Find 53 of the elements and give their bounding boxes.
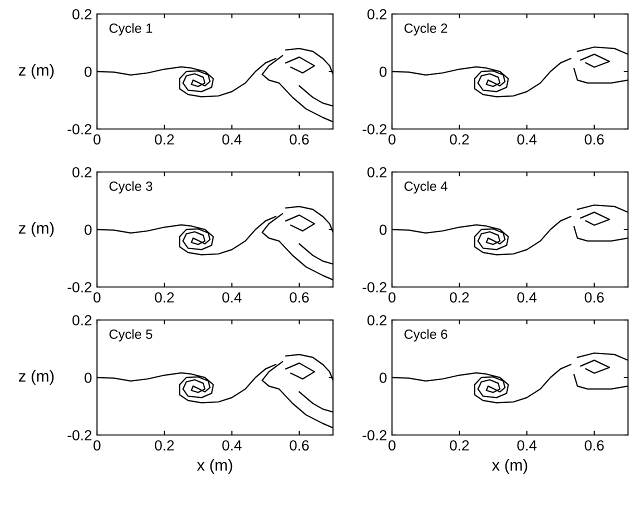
y-tick-label: -0.2 [68, 124, 92, 134]
y-tick-label: 0.2 [367, 9, 386, 20]
y-tick-label: 0 [380, 224, 387, 235]
y-tick-label: 0 [84, 372, 92, 383]
y-tick-label: 0.2 [367, 315, 386, 326]
x-tick-label: 0.6 [584, 292, 604, 303]
x-tick-label: 0.6 [584, 134, 604, 145]
y-tick-label: -0.2 [362, 124, 386, 134]
x-tick-label: 0.6 [290, 440, 309, 451]
x-axis-title: x (m) [492, 459, 528, 474]
y-axis-title: z (m) [18, 64, 54, 79]
x-tick-label: 0.2 [450, 292, 469, 303]
y-tick-label: -0.2 [68, 282, 92, 292]
y-axis-title: z (m) [18, 370, 54, 385]
x-tick-label: 0.4 [517, 134, 537, 145]
x-tick-label: 0.2 [450, 440, 469, 451]
x-tick-label: 0.2 [154, 292, 174, 303]
x-tick-label: 0.6 [290, 134, 309, 145]
x-tick-label: 0 [94, 440, 100, 451]
y-tick-label: -0.2 [362, 430, 386, 440]
annotation: Cycle 3 [109, 181, 152, 194]
y-tick-label: -0.2 [68, 430, 92, 440]
x-tick-label: 0.2 [154, 440, 174, 451]
y-tick-label: 0 [380, 372, 387, 383]
y-tick-label: -0.2 [362, 282, 386, 292]
y-tick-label: 0.2 [72, 167, 92, 178]
y-tick-label: 0.2 [72, 315, 92, 326]
x-tick-label: 0.6 [290, 292, 309, 303]
x-tick-label: 0.4 [517, 292, 537, 303]
y-tick-label: 0 [380, 66, 387, 77]
y-tick-label: 0.2 [367, 167, 386, 178]
x-tick-label: 0 [388, 440, 396, 451]
x-tick-label: 0.6 [584, 440, 604, 451]
x-tick-label: 0 [94, 292, 100, 303]
x-tick-label: 0 [388, 134, 396, 145]
x-axis-title: x (m) [197, 459, 232, 474]
x-tick-label: 0.4 [517, 440, 537, 451]
x-tick-label: 0 [94, 134, 100, 145]
y-tick-label: 0 [84, 66, 92, 77]
x-tick-label: 0.4 [222, 440, 242, 451]
x-tick-label: 0 [388, 292, 396, 303]
x-tick-label: 0.2 [154, 134, 174, 145]
x-tick-label: 0.2 [450, 134, 469, 145]
annotation: Cycle 6 [404, 329, 448, 342]
annotation: Cycle 2 [404, 23, 448, 36]
annotation: Cycle 1 [109, 23, 152, 36]
y-tick-label: 0 [84, 224, 92, 235]
x-tick-label: 0.4 [222, 292, 242, 303]
annotation: Cycle 4 [404, 181, 448, 194]
annotation: Cycle 5 [109, 329, 152, 342]
y-axis-title: z (m) [18, 222, 54, 237]
x-tick-label: 0.4 [222, 134, 242, 145]
y-tick-label: 0.2 [72, 9, 92, 20]
